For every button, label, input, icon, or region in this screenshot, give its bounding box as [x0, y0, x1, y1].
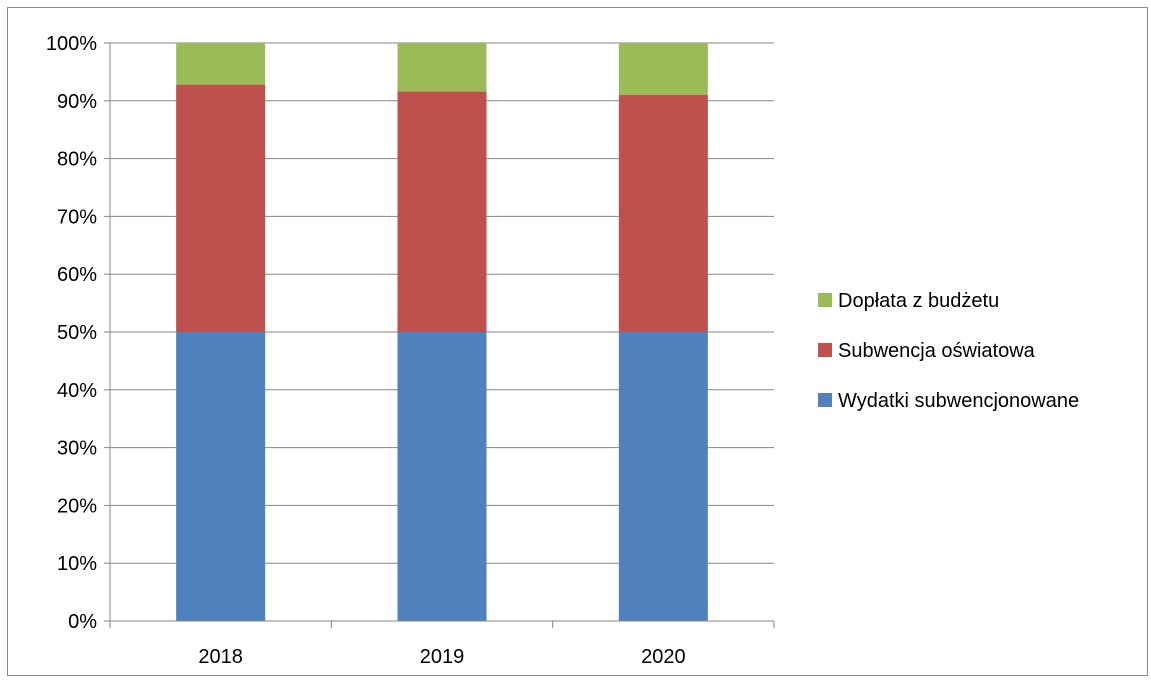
y-tick-label: 70%	[57, 206, 97, 228]
y-tick-label: 10%	[57, 553, 97, 575]
legend: Dopłata z budżetu Subwencja oświatowa Wyda…	[818, 290, 1079, 412]
bar-2018-series-0	[176, 332, 266, 621]
bar-2020-series-2	[618, 43, 708, 96]
bar-2019-series-2	[397, 43, 487, 92]
y-tick-label: 50%	[57, 322, 97, 344]
x-tick-label: 2018	[198, 646, 243, 668]
legend-swatch	[818, 293, 832, 307]
bar-2020-series-1	[618, 95, 708, 333]
bar-2020-series-0	[618, 332, 708, 621]
y-tick-label: 30%	[57, 438, 97, 460]
bar-2019-series-1	[397, 91, 487, 332]
legend-swatch	[818, 393, 832, 407]
bar-2019-series-0	[397, 332, 487, 621]
y-tick-label: 40%	[57, 380, 97, 402]
x-tick-label: 2020	[641, 646, 686, 668]
legend-label: Dopłata z budżetu	[838, 290, 999, 312]
y-tick-label: 20%	[57, 495, 97, 517]
legend-label: Wydatki subwencjonowane	[838, 390, 1079, 412]
axes: 0% 10% 20% 30% 40% 50% 60% 70% 80% 90% 100% 2018 201…	[46, 33, 775, 668]
y-tick-label: 90%	[57, 91, 97, 113]
bar-2018-series-2	[176, 43, 266, 85]
y-tick-label: 80%	[57, 149, 97, 171]
y-tick-label: 0%	[68, 611, 97, 633]
x-tick-label: 2019	[420, 646, 465, 668]
bars	[176, 43, 708, 621]
y-tick-label: 100%	[46, 33, 97, 55]
legend-swatch	[818, 343, 832, 357]
legend-label: Subwencja oświatowa	[838, 340, 1036, 362]
bar-2018-series-1	[176, 84, 266, 332]
y-tick-label: 60%	[57, 264, 97, 286]
